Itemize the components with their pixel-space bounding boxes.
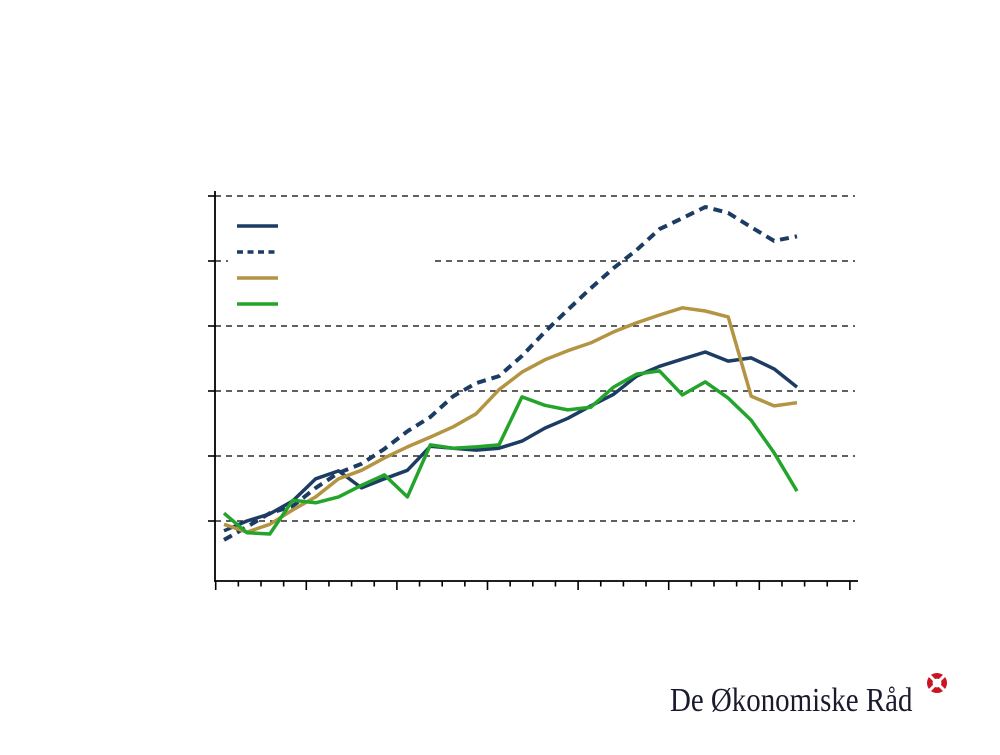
logo-text: De Økonomiske Råd (670, 682, 913, 719)
axes (208, 191, 858, 590)
navy-solid-line (223, 350, 799, 533)
green-solid-line (222, 369, 799, 536)
legend-swatches (237, 224, 278, 306)
tan-solid-line (223, 306, 798, 534)
lifebuoy-icon (927, 673, 947, 693)
data-series (222, 205, 799, 542)
logo: De Økonomiske Råd (670, 672, 970, 728)
navy-dashed-line (223, 205, 798, 542)
legend-background (228, 210, 434, 318)
legend (228, 210, 434, 318)
